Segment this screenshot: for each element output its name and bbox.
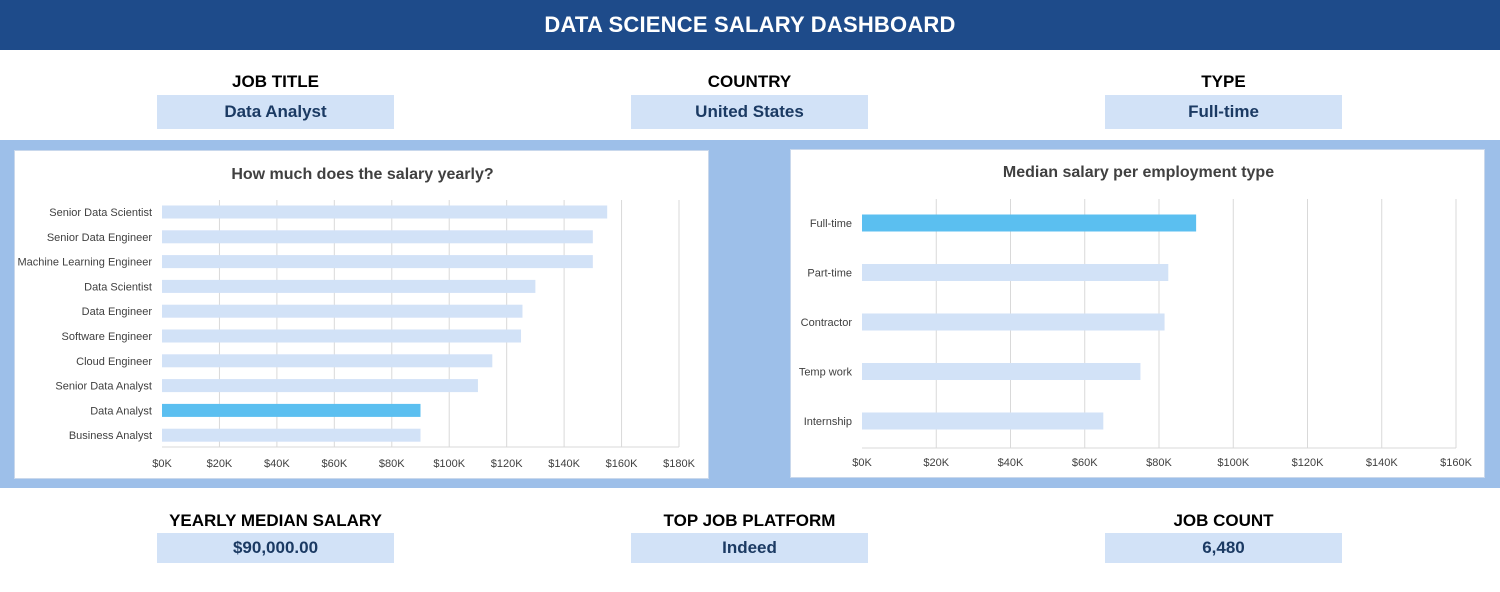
- category-label: Internship: [804, 416, 852, 428]
- dashboard-title: DATA SCIENCE SALARY DASHBOARD: [0, 0, 1500, 50]
- category-label: Cloud Engineer: [76, 356, 152, 368]
- salary-by-title-chart: How much does the salary yearly? $0K $20K $…: [14, 150, 709, 479]
- x-tick-label: $80K: [1146, 457, 1172, 469]
- x-tick-label: $140K: [1366, 457, 1398, 469]
- x-tick-label: $140K: [548, 458, 580, 470]
- job-title-dropdown[interactable]: Data Analyst: [157, 95, 394, 129]
- filter-type: TYPE Full-time: [1105, 69, 1342, 129]
- bar: [162, 279, 536, 293]
- bar: [162, 329, 522, 343]
- kpi-label: JOB COUNT: [1173, 511, 1274, 530]
- filter-label: TYPE: [1201, 72, 1246, 91]
- category-label: Software Engineer: [62, 331, 153, 343]
- bar: [162, 403, 421, 417]
- bar: [862, 264, 1169, 281]
- bar: [162, 304, 523, 318]
- x-tick-label: $40K: [264, 458, 290, 470]
- kpi-value: $90,000.00: [157, 533, 394, 563]
- kpi-label: YEARLY MEDIAN SALARY: [169, 511, 382, 530]
- x-tick-label: $80K: [379, 458, 405, 470]
- x-tick-label: $60K: [1072, 457, 1098, 469]
- category-label: Business Analyst: [69, 430, 152, 442]
- filter-label: JOB TITLE: [232, 72, 319, 91]
- category-label: Contractor: [801, 317, 853, 329]
- bar: [162, 354, 493, 368]
- bar: [862, 363, 1141, 380]
- type-dropdown[interactable]: Full-time: [1105, 95, 1342, 129]
- filter-job-title: JOB TITLE Data Analyst: [157, 69, 394, 129]
- filter-country: COUNTRY United States: [631, 69, 868, 129]
- bar: [162, 255, 593, 269]
- category-label: Data Scientist: [84, 281, 152, 293]
- x-tick-label: $120K: [1292, 457, 1324, 469]
- category-label: Senior Data Scientist: [49, 207, 152, 219]
- category-label: Machine Learning Engineer: [17, 257, 152, 269]
- chart-title: How much does the salary yearly?: [231, 166, 493, 183]
- kpi-top-platform: TOP JOB PLATFORM Indeed: [631, 509, 868, 563]
- kpi-value: 6,480: [1105, 533, 1342, 563]
- category-label: Data Analyst: [90, 405, 152, 417]
- filter-label: COUNTRY: [707, 72, 792, 91]
- salary-by-title-svg: How much does the salary yearly? $0K $20K $…: [17, 166, 695, 470]
- x-tick-label: $160K: [1440, 457, 1472, 469]
- x-tick-label: $160K: [606, 458, 638, 470]
- category-label: Senior Data Analyst: [55, 381, 152, 393]
- x-tick-label: $20K: [923, 457, 949, 469]
- bar: [862, 412, 1104, 430]
- x-tick-label: $0K: [852, 457, 872, 469]
- salary-by-type-chart: Median salary per employment type $0K $20K…: [790, 149, 1485, 478]
- x-tick-label: $120K: [491, 458, 523, 470]
- bar: [862, 214, 1197, 232]
- x-tick-label: $180K: [663, 458, 695, 470]
- category-label: Temp work: [799, 367, 853, 379]
- kpi-median-salary: YEARLY MEDIAN SALARY $90,000.00: [157, 509, 394, 563]
- kpi-value: Indeed: [631, 533, 868, 563]
- category-label: Full-time: [810, 218, 852, 230]
- kpi-job-count: JOB COUNT 6,480: [1105, 509, 1342, 563]
- bar: [862, 313, 1165, 331]
- x-tick-label: $40K: [998, 457, 1024, 469]
- x-tick-label: $60K: [321, 458, 347, 470]
- kpi-label: TOP JOB PLATFORM: [663, 511, 836, 530]
- bar: [162, 428, 421, 442]
- category-label: Part-time: [807, 268, 852, 280]
- bar: [162, 205, 608, 219]
- bar: [162, 379, 478, 393]
- category-label: Senior Data Engineer: [47, 232, 153, 244]
- country-dropdown[interactable]: United States: [631, 95, 868, 129]
- chart-title: Median salary per employment type: [1003, 164, 1274, 181]
- salary-by-type-svg: Median salary per employment type $0K $20K…: [799, 164, 1473, 469]
- category-label: Data Engineer: [82, 306, 153, 318]
- x-tick-label: $100K: [1217, 457, 1249, 469]
- x-tick-label: $100K: [433, 458, 465, 470]
- x-tick-label: $20K: [207, 458, 233, 470]
- bar: [162, 230, 593, 244]
- x-tick-label: $0K: [152, 458, 172, 470]
